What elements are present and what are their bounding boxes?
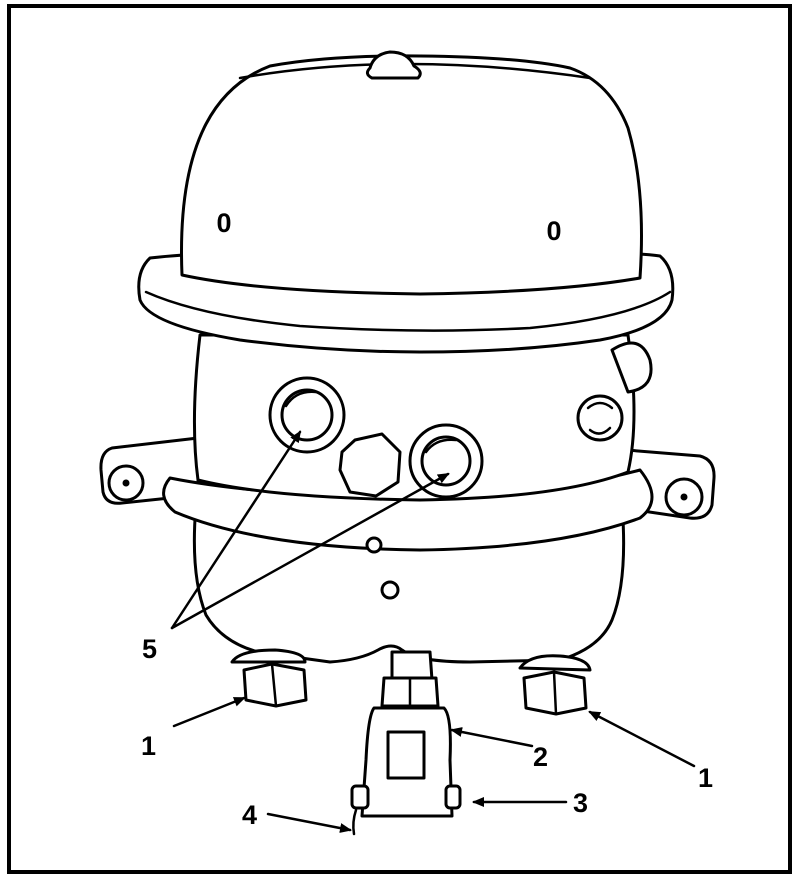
- ring-inner-line: [144, 290, 672, 332]
- callout-2-label: 2: [533, 742, 548, 772]
- mounting-nut-right: [518, 654, 592, 716]
- dome-mark-right: 0: [546, 216, 561, 246]
- clevis-pin-head: [350, 784, 370, 810]
- hex-plug: [338, 432, 402, 498]
- callout-4-label: 4: [242, 800, 257, 830]
- callout-3-label: 3: [573, 788, 588, 818]
- port-right: [408, 423, 484, 499]
- dome-mark-left: 0: [216, 208, 231, 238]
- clevis-slot: [386, 730, 426, 780]
- cotter-pin: [352, 808, 358, 836]
- breather-fitting: [576, 341, 653, 442]
- left-mounting-bracket: [99, 436, 200, 505]
- callout-5-label: 5: [142, 634, 157, 664]
- body-hole-1: [365, 536, 383, 554]
- callout-1-right-label: 1: [698, 763, 713, 793]
- caging-bolt-cap: [365, 50, 422, 80]
- figure-border: [7, 4, 792, 874]
- callout-1-left-label: 1: [141, 731, 156, 761]
- middle-chamber-body: [192, 333, 636, 502]
- callout-leaders: [170, 430, 696, 833]
- spring-housing-dome: [180, 54, 643, 296]
- push-rod-assembly: [350, 650, 462, 836]
- port-left: [268, 376, 346, 454]
- mounting-nut-left: [230, 648, 308, 708]
- clevis-pin-end: [444, 784, 462, 810]
- body-hole-2: [380, 580, 400, 600]
